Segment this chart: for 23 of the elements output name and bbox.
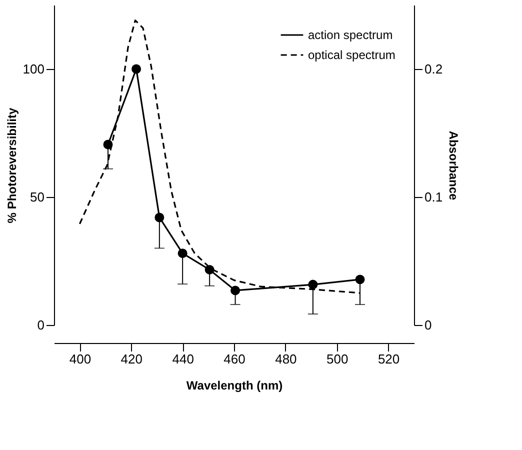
- x-tick-label: 520: [378, 352, 400, 366]
- y2-tick-label: 0.1: [424, 190, 443, 204]
- y2-tick-label: 0.2: [424, 62, 443, 76]
- y-tick-label: 0: [37, 318, 44, 332]
- legend-label: action spectrum: [308, 28, 393, 42]
- x-tick-label: 400: [69, 352, 92, 366]
- point: [230, 286, 240, 296]
- x-tick-label: 480: [275, 352, 297, 366]
- point: [178, 248, 188, 258]
- point: [132, 64, 142, 74]
- y-axis-title: % Photoreversibility: [4, 107, 19, 224]
- x-axis-title: Wavelength (nm): [186, 378, 283, 392]
- legend-label: optical spectrum: [308, 48, 396, 62]
- y-tick-label: 50: [30, 190, 44, 204]
- point: [355, 274, 365, 284]
- y2-axis-title: Absorbance: [446, 130, 461, 200]
- x-tick-label: 460: [224, 352, 246, 366]
- x-tick-label: 440: [172, 352, 194, 366]
- y-tick-label: 100: [22, 62, 44, 76]
- x-tick-label: 500: [326, 352, 348, 366]
- point: [154, 212, 164, 222]
- y2-tick-label: 0: [424, 318, 432, 332]
- x-tick-label: 420: [120, 352, 142, 366]
